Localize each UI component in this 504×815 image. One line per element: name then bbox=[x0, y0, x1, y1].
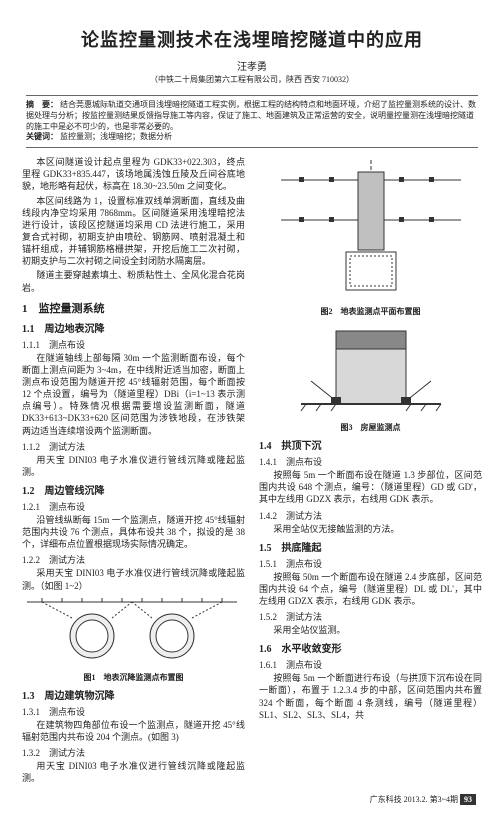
keywords-text: 监控量测；浅埋暗挖；数据分析 bbox=[60, 132, 172, 141]
affiliation: （中铁二十局集团第六工程有限公司，陕西 西安 710032） bbox=[22, 74, 482, 85]
page-footer: 广东科技 2013.2. 第3~4期 93 bbox=[22, 794, 482, 805]
p-1-6-1: 按照每 5m 一个断面进行布设（与拱顶下沉布设在同一断面），布置于 1.2.3.… bbox=[259, 672, 482, 721]
p-1-5-2: 采用全站仪监测。 bbox=[259, 624, 482, 636]
p-1-5-1: 按照每 50m 一个断面布设在隧道 2.4 步底部，区间范围内共设 64 个点，… bbox=[259, 571, 482, 607]
figure-1-caption: 图1 地表沉降监测点布置图 bbox=[22, 672, 245, 683]
sec-1: 1 监控量测系统 bbox=[22, 300, 245, 316]
subsub-1-2-2: 1.2.2 测试方法 bbox=[22, 553, 245, 566]
p-1-4-2: 采用全站仪无接触监测的方法。 bbox=[259, 523, 482, 535]
subsub-1-5-2: 1.5.2 测试方法 bbox=[259, 610, 482, 623]
p-1-1-1a: 在隧道轴线上部每隔 30m 一个监测断面布设，每个断面上测点间距为 3~4m，在… bbox=[22, 352, 245, 437]
footer-text: 广东科技 2013.2. 第3~4期 bbox=[370, 795, 458, 804]
p-1-3-1: 在建筑物四角部位布设一个监测点，隧道开挖 45°线辐射范围内共布设 204 个测… bbox=[22, 719, 245, 743]
p-1-1-2: 用天宝 DINI03 电子水准仪进行管线沉降或隆起监测。 bbox=[22, 454, 245, 478]
p-1-4-1: 按照每 5m 一个断面布设在隧道 1.3 步部位，区间范围内共设 648 个测点… bbox=[259, 469, 482, 505]
right-column: 图2 地表监测点平面布置图 图3 bbox=[259, 156, 482, 786]
keywords-label: 关键词： bbox=[26, 132, 58, 141]
abstract-label: 摘 要： bbox=[26, 100, 58, 109]
left-column: 本区间隧道设计起点里程为 GDK33+022.303，终点里程 GDK33+83… bbox=[22, 156, 245, 786]
sub-1-2: 1.2 周边管线沉降 bbox=[22, 482, 245, 497]
subsub-1-1-1: 1.1.1 测点布设 bbox=[22, 338, 245, 351]
intro-p1: 本区间隧道设计起点里程为 GDK33+022.303，终点里程 GDK33+83… bbox=[22, 156, 245, 192]
paper-title: 论监控量测技术在浅埋暗挖隧道中的应用 bbox=[22, 26, 482, 52]
intro-p3: 隧道主要穿越素填土、粉质粘性土、全风化混合花岗岩。 bbox=[22, 269, 245, 293]
figure-1 bbox=[22, 596, 245, 668]
intro-p2: 本区间线路为 1，设置标准双线单洞断面，直线及曲线段内净空均采用 7868mm。… bbox=[22, 195, 245, 268]
figure-3 bbox=[259, 321, 482, 418]
sub-1-4: 1.4 拱顶下沉 bbox=[259, 437, 482, 452]
sub-1-3: 1.3 周边建筑物沉降 bbox=[22, 687, 245, 702]
abstract-text: 结合莞惠城际轨道交通项目浅埋暗挖隧道工程实例，根据工程的结构特点和地面环境，介绍… bbox=[26, 100, 476, 131]
subsub-1-3-2: 1.3.2 测试方法 bbox=[22, 746, 245, 759]
subsub-1-4-1: 1.4.1 测点布设 bbox=[259, 455, 482, 468]
abstract-block: 摘 要： 结合莞惠城际轨道交通项目浅埋暗挖隧道工程实例，根据工程的结构特点和地面… bbox=[26, 95, 478, 148]
subsub-1-5-1: 1.5.1 测点布设 bbox=[259, 557, 482, 570]
subsub-1-4-2: 1.4.2 测试方法 bbox=[259, 509, 482, 522]
figure-3-caption: 图3 房屋监测点 bbox=[259, 422, 482, 433]
sub-1-6: 1.6 水平收敛变形 bbox=[259, 640, 482, 655]
author: 汪孝勇 bbox=[22, 58, 482, 73]
page-number: 93 bbox=[460, 794, 476, 805]
p-1-2-2: 采用天宝 DINI03 电子水准仪进行管线沉降或隆起监测。（如图 1~2） bbox=[22, 567, 245, 591]
subsub-1-3-1: 1.3.1 测点布设 bbox=[22, 705, 245, 718]
subsub-1-2-1: 1.2.1 测点布设 bbox=[22, 500, 245, 513]
subsub-1-1-2: 1.1.2 测试方法 bbox=[22, 440, 245, 453]
figure-2-caption: 图2 地表监测点平面布置图 bbox=[259, 306, 482, 317]
subsub-1-6-1: 1.6.1 测点布设 bbox=[259, 658, 482, 671]
sub-1-1: 1.1 周边地表沉降 bbox=[22, 320, 245, 335]
sub-1-5: 1.5 拱底隆起 bbox=[259, 539, 482, 554]
p-1-2-1: 沿管线纵断每 15m 一个监测点，隧道开挖 45°线辐射范围内共设 76 个测点… bbox=[22, 514, 245, 550]
p-1-3-2: 用天宝 DINI03 电子水准仪进行管线沉降或隆起监测。 bbox=[22, 760, 245, 784]
figure-2 bbox=[259, 160, 482, 302]
